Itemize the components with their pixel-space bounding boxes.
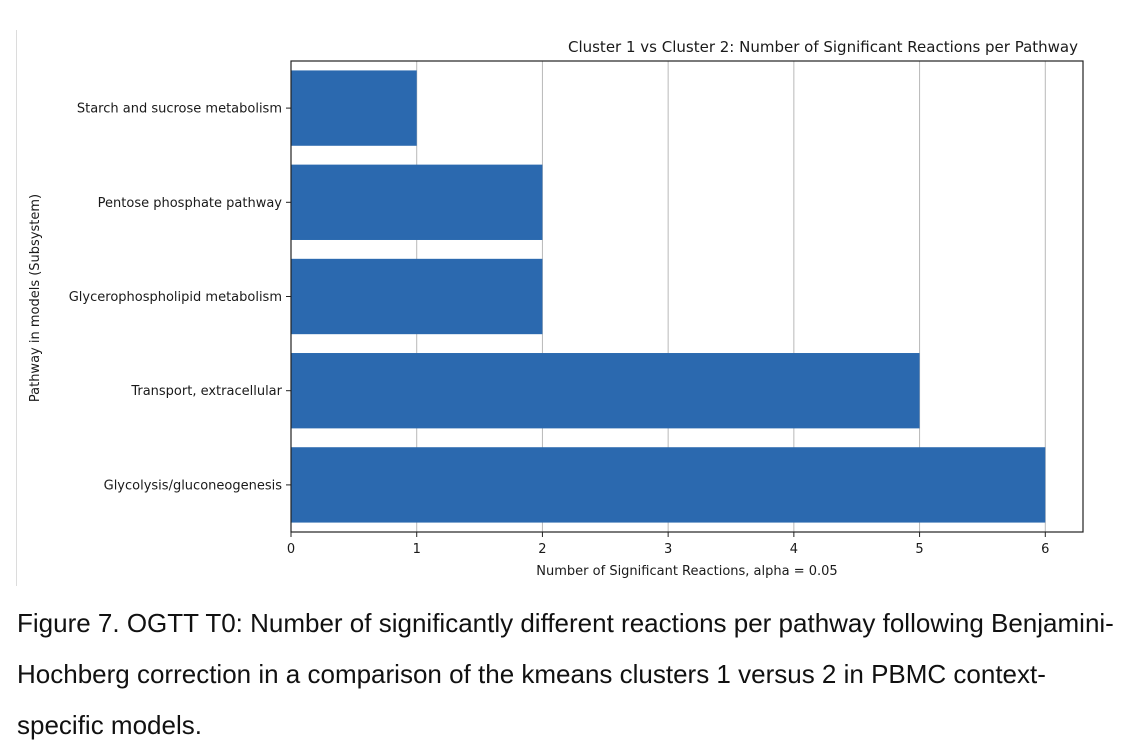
y-axis-label: Pathway in models (Subsystem) xyxy=(28,194,43,402)
bar-chart: 0 1 2 3 4 5 6 Glycolysis/gluconeogenesis Transp… xyxy=(28,38,1084,579)
y-tick-label: Starch and sucrose metabolism xyxy=(77,102,282,117)
x-tick-label: 6 xyxy=(1041,542,1049,557)
bars xyxy=(291,70,1046,523)
x-tick-label: 0 xyxy=(287,542,295,557)
chart-title: Cluster 1 vs Cluster 2: Number of Signif… xyxy=(568,38,1078,56)
y-tick-label: Glycerophospholipid metabolism xyxy=(69,290,282,305)
x-ticks: 0 1 2 3 4 5 6 xyxy=(287,532,1049,557)
x-tick-label: 1 xyxy=(413,542,421,557)
y-tick-label: Glycolysis/gluconeogenesis xyxy=(104,478,283,493)
y-tick-label: Transport, extracellular xyxy=(130,384,282,399)
x-tick-label: 5 xyxy=(915,542,923,557)
y-ticks: Glycolysis/gluconeogenesis Transport, ext… xyxy=(69,102,291,493)
figure-caption: Figure 7. OGTT T0: Number of significant… xyxy=(17,608,1114,740)
bar xyxy=(291,70,417,146)
y-tick-label: Pentose phosphate pathway xyxy=(98,196,283,211)
figure-border xyxy=(16,30,17,586)
x-tick-label: 4 xyxy=(790,542,798,557)
bar xyxy=(291,164,543,240)
x-tick-label: 2 xyxy=(538,542,546,557)
x-axis-label: Number of Significant Reactions, alpha =… xyxy=(536,564,837,579)
bar xyxy=(291,447,1046,523)
bar xyxy=(291,258,543,335)
x-tick-label: 3 xyxy=(664,542,672,557)
bar xyxy=(291,353,920,429)
